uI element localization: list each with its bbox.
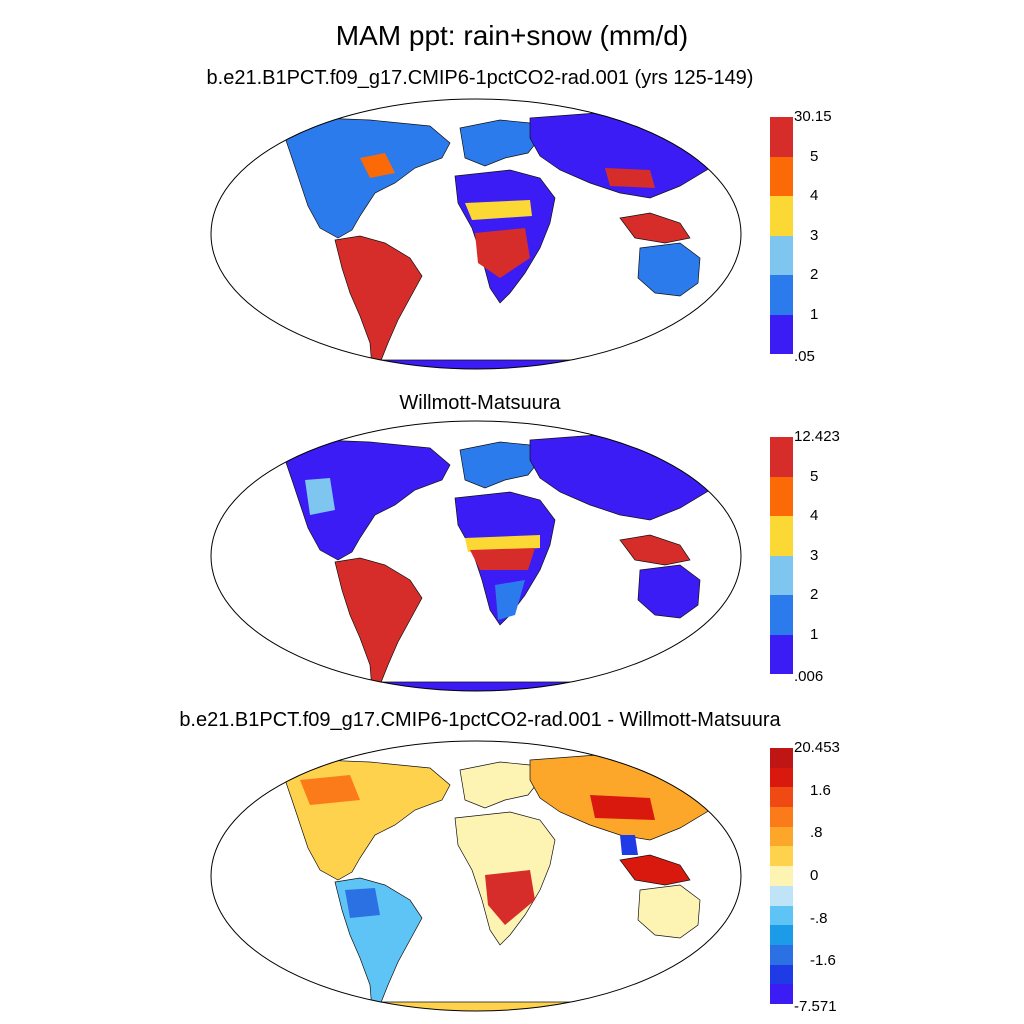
- colorbar-label: 3: [810, 546, 819, 564]
- colorbar-segment: [770, 905, 793, 926]
- colorbar-label: 5: [810, 147, 819, 165]
- map-border: [210, 740, 742, 1012]
- land-eur: [459, 761, 541, 809]
- precip-patch: [590, 795, 655, 820]
- colorbar-segment: [770, 984, 793, 1004]
- colorbar-segment: [770, 196, 793, 236]
- colorbar-label: 3: [810, 226, 819, 244]
- land-sam: [334, 235, 423, 369]
- precip-patch: [465, 200, 532, 220]
- land-seas: [619, 212, 691, 244]
- colorbar-segment: [770, 516, 793, 556]
- colorbar-label: 2: [810, 266, 819, 283]
- colorbar-segment: [770, 235, 793, 275]
- panel-3-colorbar: 20.453 1.6 .8 0 -.8 -1.6 -7.571: [770, 739, 840, 1015]
- precip-patch: [465, 535, 540, 552]
- land-seas: [619, 854, 691, 886]
- colorbar-segment: [770, 807, 793, 827]
- land-nam: [279, 439, 451, 561]
- figure-title: MAM ppt: rain+snow (mm/d): [335, 20, 689, 51]
- precip-patch: [305, 478, 335, 515]
- colorbar-label: 4: [810, 507, 819, 524]
- precip-patch: [475, 228, 530, 278]
- colorbar-segment: [770, 748, 793, 768]
- colorbar-label: 2: [810, 586, 819, 603]
- panel-2-title: Willmott-Matsuura: [399, 392, 561, 414]
- colorbar-segment: [770, 595, 793, 635]
- panel-2-colorbar: 12.423 5 4 3 2 1 .006: [770, 428, 840, 685]
- map-border: [210, 98, 742, 370]
- colorbar-segment: [770, 275, 793, 315]
- colorbar-segment: [770, 826, 793, 847]
- colorbar-label: -7.571: [794, 998, 837, 1015]
- colorbar-label: 4: [810, 187, 819, 204]
- colorbar-label: 5: [810, 467, 819, 485]
- world-map-svg: [210, 420, 742, 692]
- panel-3-map: [210, 740, 742, 1012]
- land-aus: [637, 884, 701, 939]
- land-aus: [637, 564, 701, 619]
- panel-1-colorbar: 30.15 5 4 3 2 1 .05: [770, 108, 832, 365]
- precip-patch: [620, 835, 638, 855]
- colorbar-segment: [770, 117, 793, 157]
- colorbar-segment: [770, 634, 793, 674]
- map-border: [210, 420, 742, 692]
- colorbar-label: .006: [794, 668, 824, 685]
- colorbar-label: .05: [794, 348, 815, 365]
- colorbar-label: 12.423: [794, 428, 840, 445]
- land-aus: [637, 242, 701, 297]
- colorbar-label: -1.6: [810, 952, 836, 970]
- land-eur: [459, 119, 541, 167]
- precip-patch: [605, 168, 655, 188]
- colorbar-label: 1: [810, 625, 819, 643]
- colorbar-segment: [770, 555, 793, 595]
- precip-patch: [360, 153, 395, 178]
- colorbar-label: 0: [810, 867, 819, 884]
- colorbar-label: .8: [810, 824, 823, 842]
- precip-patch: [495, 580, 525, 620]
- colorbar-segment: [770, 314, 793, 354]
- panel-2-map: [210, 420, 742, 692]
- colorbar-segment: [770, 866, 793, 886]
- colorbar-segment: [770, 156, 793, 196]
- colorbar-segment: [770, 885, 793, 906]
- land-eur: [459, 441, 541, 489]
- colorbar-segment: [770, 767, 793, 788]
- world-map-svg: [210, 98, 742, 370]
- land-nam: [279, 117, 451, 239]
- precip-patch: [345, 888, 380, 918]
- land-sam: [334, 557, 423, 691]
- colorbar-segment: [770, 925, 793, 945]
- colorbar-label: 30.15: [794, 108, 832, 125]
- panel-1-title: b.e21.B1PCT.f09_g17.CMIP6-1pctCO2-rad.00…: [206, 67, 754, 89]
- colorbar-segment: [770, 846, 793, 867]
- colorbar-label: 20.453: [794, 739, 840, 756]
- colorbar-label: -.8: [810, 909, 828, 927]
- precip-patch: [300, 775, 360, 805]
- precip-patch: [485, 870, 535, 925]
- precip-patch: [470, 548, 535, 570]
- world-map-svg: [210, 740, 742, 1012]
- colorbar-segment: [770, 476, 793, 516]
- land-seas: [619, 534, 691, 566]
- colorbar-segment: [770, 787, 793, 808]
- panel-1-map: [210, 98, 742, 370]
- panel-3-title: b.e21.B1PCT.f09_g17.CMIP6-1pctCO2-rad.00…: [179, 709, 781, 731]
- colorbar-label: 1: [810, 305, 819, 323]
- colorbar-label: 1.6: [810, 781, 831, 799]
- colorbar-segment: [770, 944, 793, 965]
- colorbar-segment: [770, 964, 793, 985]
- colorbar-segment: [770, 437, 793, 477]
